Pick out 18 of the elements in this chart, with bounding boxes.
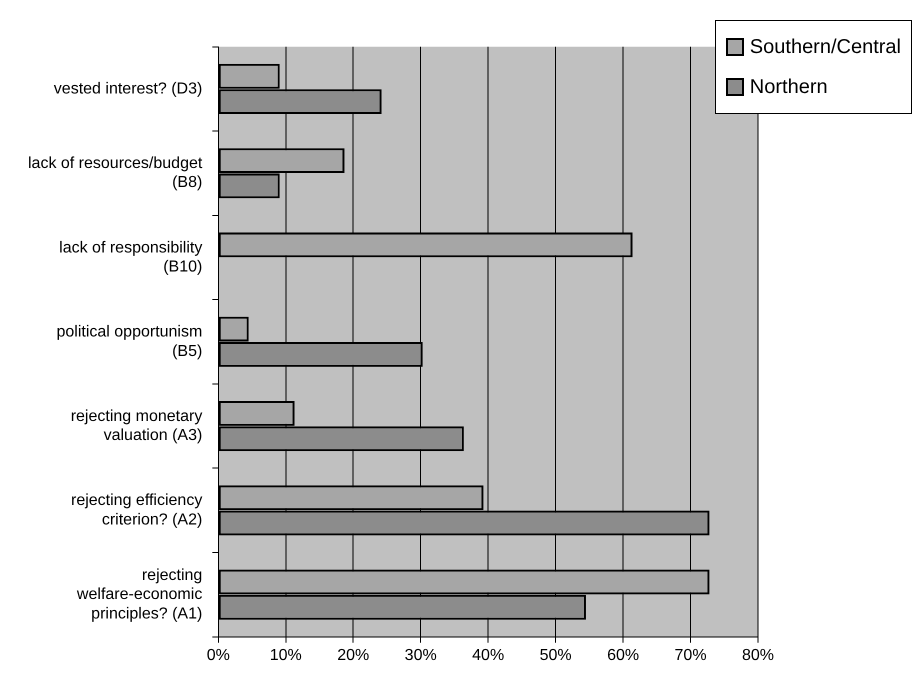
x-tick-label: 20% [337, 646, 370, 664]
x-tick-label: 30% [404, 646, 437, 664]
x-tick-label: 80% [742, 646, 774, 664]
x-tick-label: 40% [472, 646, 504, 664]
x-tick-label: 10% [270, 646, 302, 664]
x-tick-label: 0% [206, 646, 230, 664]
x-tick-label: 70% [674, 646, 707, 664]
y-tick-label: rejecting monetary valuation (A3) [70, 408, 202, 444]
y-tick-label: political opportunism (B5) [56, 324, 202, 360]
y-tick-label: vested interest? (D3) [54, 80, 202, 98]
legend-label: Northern [750, 75, 828, 100]
y-tick-label: lack of resources/budget (B8) [28, 155, 203, 192]
y-tick-label: rejecting efficiency criterion? (A2) [70, 492, 202, 528]
y-tick-label: rejecting welfare-economic principles? (A1) [76, 566, 202, 622]
x-tick-label: 50% [540, 646, 572, 664]
legend-label: Southern/Central [750, 35, 901, 60]
y-tick-label: lack of responsibility (B10) [59, 239, 202, 276]
x-tick-label: 60% [607, 646, 640, 664]
